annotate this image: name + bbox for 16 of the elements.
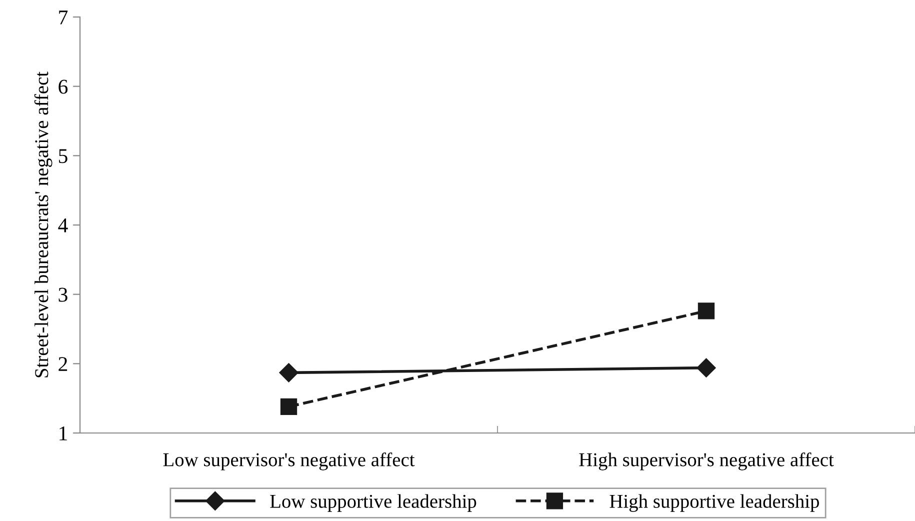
y-tick-label: 7	[59, 10, 68, 24]
point	[698, 302, 715, 320]
y-tick-label: 3	[58, 288, 68, 302]
x-tick-label: Low supervisor's negative affect	[163, 452, 415, 470]
legend-label: High supportive leadership	[610, 494, 819, 512]
x-tick-label: High supervisor's negative affect	[579, 452, 834, 470]
y-tick-label: 5	[58, 149, 68, 164]
point	[279, 363, 298, 382]
y-tick-label: 1	[60, 426, 67, 440]
point	[280, 398, 298, 415]
point	[696, 358, 716, 378]
y-tick-label: 4	[58, 218, 68, 232]
y-tick-label: 2	[58, 357, 68, 371]
y-axis-title: Street-level bureaucrats' negative affect	[34, 72, 52, 378]
legend-label: Low supportive leadership	[270, 494, 476, 512]
y-tick-label: 6	[58, 80, 68, 94]
